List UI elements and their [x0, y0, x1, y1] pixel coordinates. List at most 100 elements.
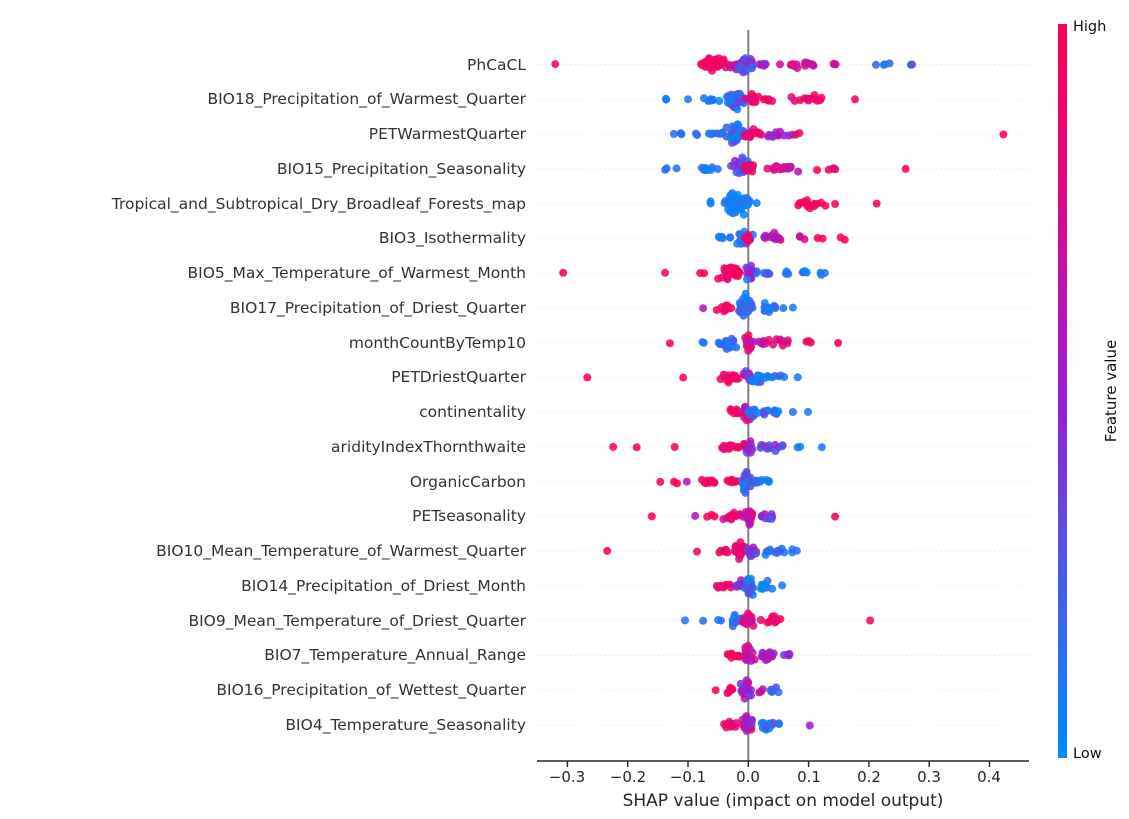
data-point	[803, 196, 811, 205]
data-point	[672, 164, 681, 173]
feature-label: BIO14_Precipitation_of_Driest_Month	[241, 577, 526, 595]
data-point	[661, 268, 670, 277]
data-point	[752, 199, 761, 208]
data-point	[831, 200, 840, 208]
data-point	[805, 721, 814, 730]
feature-label: BIO17_Precipitation_of_Driest_Quarter	[229, 299, 526, 317]
data-point	[866, 616, 875, 625]
x-tick-label: −0.3	[548, 768, 586, 786]
feature-label: aridityIndexThornthwaite	[331, 438, 526, 456]
data-point	[727, 161, 735, 170]
data-point	[757, 719, 766, 728]
data-point	[768, 584, 777, 593]
data-point	[739, 68, 748, 77]
data-point	[786, 162, 795, 171]
data-point	[551, 60, 560, 69]
data-point	[796, 442, 805, 451]
feature-label: PETWarmestQuarter	[368, 125, 526, 143]
data-point	[761, 373, 770, 382]
data-point	[749, 543, 758, 552]
data-point	[769, 649, 778, 658]
data-point	[745, 549, 754, 558]
data-point	[732, 374, 741, 383]
data-point	[756, 443, 765, 452]
data-point	[851, 95, 859, 104]
data-point	[736, 551, 745, 560]
data-point	[559, 268, 568, 277]
data-point	[696, 269, 705, 278]
data-point	[760, 582, 769, 590]
data-point	[723, 98, 732, 107]
data-point	[717, 616, 725, 625]
data-point	[778, 581, 787, 590]
data-point	[725, 580, 734, 589]
data-point	[722, 339, 731, 348]
data-point	[791, 130, 800, 139]
data-point	[734, 97, 743, 106]
data-point	[726, 406, 735, 415]
data-point	[761, 306, 770, 315]
data-point	[726, 202, 735, 211]
data-point	[682, 477, 691, 486]
data-point	[771, 447, 780, 455]
data-point	[765, 443, 774, 452]
data-point	[583, 373, 592, 382]
data-point	[788, 408, 797, 416]
data-point	[744, 609, 752, 618]
data-point	[776, 60, 784, 69]
data-point	[706, 197, 715, 206]
data-point	[724, 688, 733, 697]
data-point	[821, 201, 830, 210]
data-point	[632, 443, 641, 452]
data-point	[707, 96, 716, 105]
data-point	[760, 232, 769, 241]
data-point	[830, 60, 839, 69]
data-point	[747, 441, 755, 450]
data-point	[741, 646, 750, 655]
data-point	[795, 232, 804, 241]
data-point	[818, 234, 827, 243]
data-point	[745, 161, 754, 169]
data-point	[829, 164, 838, 173]
data-point	[752, 549, 761, 558]
data-point	[779, 131, 788, 140]
feature-label: BIO10_Mean_Temperature_of_Warmest_Quarte…	[156, 542, 526, 560]
data-point	[787, 93, 796, 102]
data-point	[759, 408, 768, 417]
data-point	[727, 263, 735, 272]
colorbar-low-label: Low	[1073, 746, 1102, 762]
data-point	[731, 618, 740, 627]
data-point	[679, 373, 688, 382]
data-point	[741, 94, 750, 103]
data-point	[719, 515, 728, 524]
data-point	[733, 580, 742, 589]
data-point	[673, 479, 682, 488]
data-point	[684, 95, 692, 104]
data-point	[763, 618, 772, 627]
data-point	[720, 264, 729, 273]
data-point	[751, 477, 760, 486]
data-point	[901, 164, 910, 173]
data-point	[693, 131, 702, 140]
data-point	[741, 289, 750, 298]
data-point	[761, 514, 770, 523]
feature-label: OrganicCarbon	[409, 473, 526, 491]
data-point	[739, 481, 748, 490]
data-point	[744, 346, 753, 355]
data-point	[693, 547, 701, 556]
data-point	[744, 234, 753, 243]
feature-label: continentality	[419, 403, 526, 421]
data-point	[744, 200, 752, 209]
data-point	[698, 338, 707, 347]
data-point	[802, 58, 811, 67]
data-point	[741, 682, 749, 691]
data-point	[703, 166, 711, 174]
x-axis-label: SHAP value (impact on model output)	[622, 791, 944, 811]
data-point	[727, 649, 736, 658]
data-point	[733, 105, 742, 114]
data-point	[727, 134, 735, 143]
data-point	[603, 546, 612, 555]
data-point	[817, 443, 826, 452]
data-point	[669, 130, 678, 138]
data-point	[703, 512, 712, 521]
